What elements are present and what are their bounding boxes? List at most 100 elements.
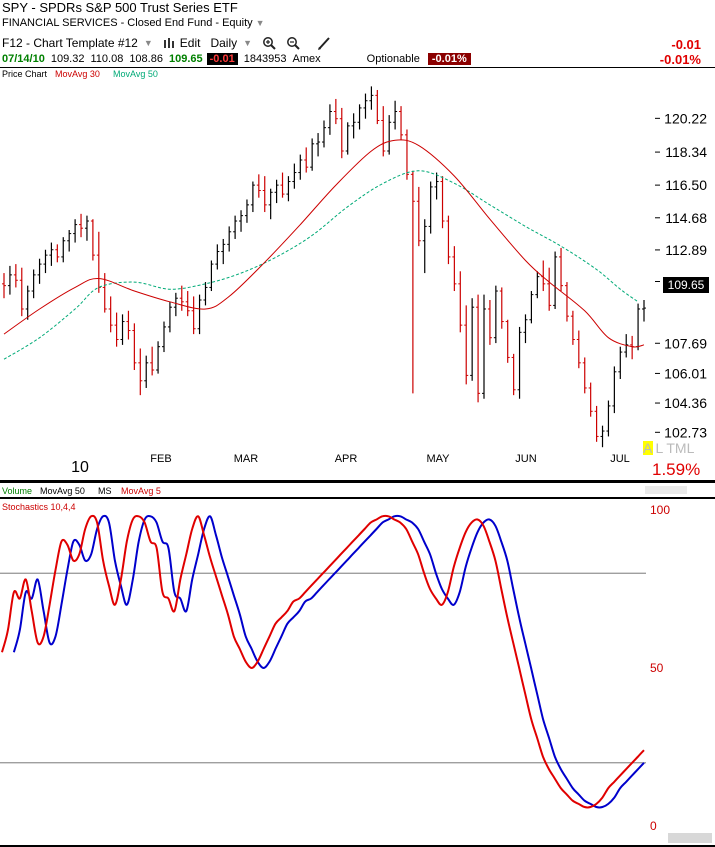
price-bar (606, 400, 611, 437)
bottom-border (0, 845, 715, 847)
bars-icon (163, 38, 174, 48)
price-bar (440, 176, 445, 229)
quote-pct-change: -0.01% (427, 53, 471, 65)
classification-label: FINANCIAL SERVICES - Closed End Fund - E… (2, 17, 253, 29)
net-change-abs: -0.01 (671, 37, 701, 52)
price-bar (185, 291, 190, 317)
template-selector[interactable]: F12 - Chart Template #12 ▼ (2, 36, 153, 50)
price-bar (162, 321, 166, 353)
price-bar (582, 357, 587, 394)
price-bar (203, 282, 208, 306)
price-bar (470, 298, 475, 381)
quote-change: -0.01 (206, 53, 238, 65)
price-bar (339, 107, 344, 159)
price-bar (215, 244, 220, 270)
price-bar (487, 300, 492, 345)
price-bar (126, 310, 131, 340)
price-bar (274, 179, 279, 204)
price-bar (594, 405, 599, 442)
price-bar (90, 219, 95, 261)
price-bar (316, 133, 321, 157)
scroll-handle[interactable] (668, 833, 712, 843)
price-bar (416, 186, 421, 247)
price-tick-label: 116.50 (665, 177, 707, 193)
price-bar (482, 294, 486, 399)
price-bar (173, 292, 178, 317)
price-bar (179, 285, 184, 311)
optionable-label: Optionable (366, 53, 420, 65)
month-label: MAY (426, 453, 450, 465)
price-bar (322, 120, 326, 148)
price-bar (7, 265, 12, 295)
price-bar (476, 294, 481, 403)
price-bar (357, 104, 362, 130)
price-bar (618, 346, 623, 379)
price-bar (49, 242, 54, 266)
price-bar (523, 314, 528, 344)
price-bar (369, 86, 374, 110)
price-tick-label: 118.34 (665, 144, 707, 160)
edit-button[interactable]: Edit (163, 36, 200, 50)
price-bar (499, 287, 504, 329)
quote-last: 109.65 (168, 53, 203, 65)
price-bar (43, 249, 48, 274)
price-bar (156, 341, 161, 374)
stoch-tick-label: 100 (650, 503, 670, 517)
month-label: JUN (515, 453, 536, 465)
period-label: Daily (210, 36, 238, 50)
price-tick-label: 102.73 (664, 424, 707, 440)
legend-ma50: MovAvg 50 (113, 69, 158, 79)
quote-volume: 1843953 (243, 53, 287, 65)
ma50-line (3, 170, 639, 360)
zoom-out-icon[interactable] (286, 36, 300, 50)
price-bar (535, 271, 540, 299)
pct-indicator: 1.59% (652, 460, 700, 479)
price-bar (61, 237, 66, 263)
price-bar (399, 106, 404, 141)
chart-toolbar: F12 - Chart Template #12 ▼ Edit Daily ▼ (2, 35, 332, 51)
zoom-in-icon[interactable] (262, 36, 276, 50)
price-bar (304, 147, 309, 173)
price-bar (233, 215, 238, 239)
price-bar (345, 122, 350, 155)
price-tick-label: 112.89 (665, 242, 707, 258)
price-bar (227, 226, 232, 252)
price-bar (150, 346, 155, 376)
year-label: 10 (71, 459, 89, 476)
price-bar (55, 244, 60, 263)
price-bar (410, 170, 415, 394)
price-bar (564, 282, 569, 322)
net-change-block: -0.01 -0.01% (660, 37, 701, 67)
quote-open: 109.32 (50, 53, 85, 65)
price-bar (505, 319, 510, 363)
ma30-line (3, 139, 645, 348)
price-bar (493, 285, 498, 344)
price-bar (286, 176, 291, 202)
price-bar (292, 163, 297, 189)
stoch-d-line (12, 514, 645, 809)
price-bar (363, 93, 368, 119)
price-tick-label: 107.69 (664, 335, 707, 351)
month-label: FEB (150, 453, 171, 465)
price-bar (588, 382, 593, 417)
draw-pen-icon[interactable] (316, 36, 332, 50)
chevron-down-icon[interactable]: ▼ (255, 18, 265, 28)
price-bar (221, 238, 226, 265)
price-tick-label: 104.36 (664, 395, 707, 411)
last-price-value: 109.65 (668, 278, 705, 292)
quote-exchange: Amex (292, 53, 321, 65)
price-bar (108, 296, 113, 333)
volume-readout (645, 486, 687, 494)
legend-ma30: MovAvg 30 (55, 69, 100, 79)
month-label: MAR (234, 453, 259, 465)
price-bar (67, 229, 72, 252)
price-bar (434, 172, 439, 200)
price-bar (428, 181, 433, 234)
stochastics-chart[interactable]: Stochastics 10,4,4 100 50 0 (0, 499, 715, 845)
price-bar (19, 267, 24, 317)
chevron-down-icon: ▼ (143, 38, 153, 48)
price-bar (244, 199, 249, 223)
last-price-badge (663, 277, 709, 293)
price-chart[interactable]: Price Chart MovAvg 30 MovAvg 50 120.22 11… (0, 67, 715, 480)
period-selector[interactable]: Daily ▼ (210, 36, 252, 50)
